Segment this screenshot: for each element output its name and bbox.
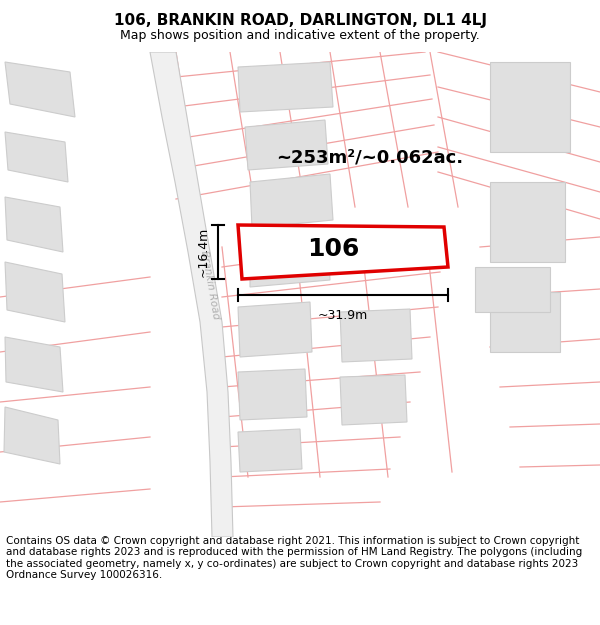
Text: Brankin Road: Brankin Road <box>199 249 221 320</box>
Polygon shape <box>5 132 68 182</box>
Polygon shape <box>5 197 63 252</box>
Polygon shape <box>490 62 570 152</box>
Text: ~253m²/~0.062ac.: ~253m²/~0.062ac. <box>277 148 464 166</box>
Polygon shape <box>250 239 330 287</box>
Text: ~16.4m: ~16.4m <box>197 227 210 277</box>
Polygon shape <box>250 174 333 228</box>
Text: Map shows position and indicative extent of the property.: Map shows position and indicative extent… <box>120 29 480 42</box>
Polygon shape <box>150 52 233 537</box>
Polygon shape <box>490 182 565 262</box>
Polygon shape <box>238 302 312 357</box>
Polygon shape <box>238 369 307 420</box>
Text: 106, BRANKIN ROAD, DARLINGTON, DL1 4LJ: 106, BRANKIN ROAD, DARLINGTON, DL1 4LJ <box>113 13 487 28</box>
Polygon shape <box>238 62 333 112</box>
Text: ~31.9m: ~31.9m <box>318 309 368 322</box>
Text: Contains OS data © Crown copyright and database right 2021. This information is : Contains OS data © Crown copyright and d… <box>6 536 582 581</box>
Polygon shape <box>4 407 60 464</box>
Polygon shape <box>340 309 412 362</box>
Polygon shape <box>490 292 560 352</box>
Polygon shape <box>238 429 302 472</box>
Polygon shape <box>5 62 75 117</box>
Polygon shape <box>340 375 407 425</box>
Polygon shape <box>245 120 328 170</box>
Text: 106: 106 <box>307 238 359 261</box>
Polygon shape <box>5 337 63 392</box>
Polygon shape <box>5 262 65 322</box>
Polygon shape <box>475 267 550 312</box>
Polygon shape <box>238 225 448 279</box>
